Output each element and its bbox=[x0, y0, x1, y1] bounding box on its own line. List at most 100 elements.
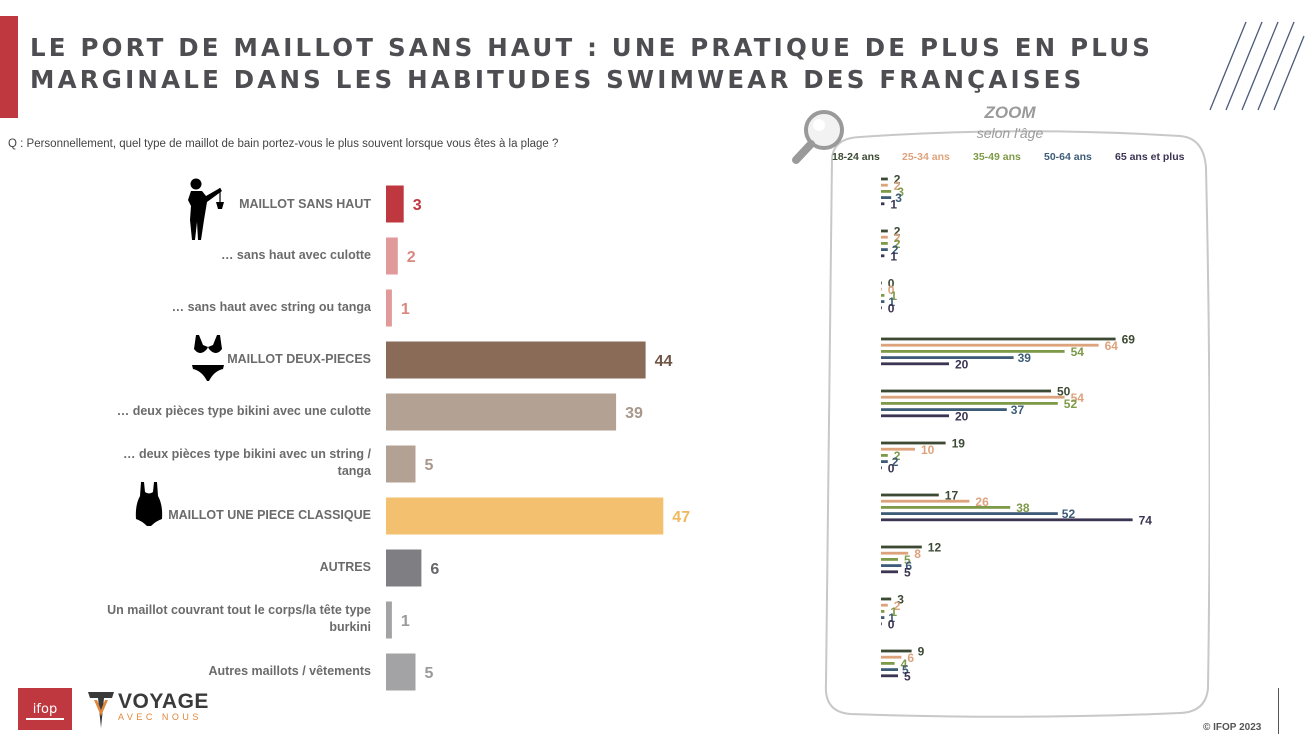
category-label: … deux pièces type bikini avec un string… bbox=[123, 447, 371, 478]
zoom-bar-value-label: 4 bbox=[901, 657, 908, 671]
zoom-bar-value-label: 50 bbox=[1057, 385, 1071, 399]
zoom-bar-value-label: 0 bbox=[888, 277, 895, 291]
zoom-panel-frame bbox=[824, 130, 1210, 718]
zoom-bar bbox=[881, 362, 949, 366]
zoom-bar bbox=[881, 202, 885, 206]
zoom-bar bbox=[881, 447, 915, 451]
zoom-bar-value-label: 2 bbox=[894, 179, 901, 193]
zoom-bar-value-label: 0 bbox=[888, 301, 895, 315]
voyage-logo-text: VOYAGE bbox=[118, 690, 209, 713]
bar-value-label: 44 bbox=[655, 353, 673, 370]
zoom-bar-value-label: 5 bbox=[902, 663, 909, 677]
category-label: MAILLOT UNE PIECE CLASSIQUE bbox=[168, 508, 371, 522]
zoom-bar-value-label: 1 bbox=[888, 611, 895, 625]
zoom-bar-value-label: 19 bbox=[952, 437, 966, 451]
zoom-bar bbox=[881, 466, 882, 470]
zoom-bar-value-label: 0 bbox=[888, 461, 895, 475]
zoom-bar-value-label: 1 bbox=[890, 605, 897, 619]
zoom-bar bbox=[881, 551, 909, 555]
zoom-bar bbox=[881, 454, 888, 457]
bar bbox=[386, 549, 422, 587]
zoom-bar bbox=[881, 356, 1014, 359]
zoom-bar bbox=[881, 183, 888, 187]
zoom-bar bbox=[881, 177, 888, 181]
zoom-bar bbox=[881, 518, 1133, 522]
zoom-bar bbox=[881, 674, 898, 678]
bar-value-label: 47 bbox=[672, 509, 690, 526]
zoom-bar-value-label: 20 bbox=[955, 357, 969, 371]
zoom-bar bbox=[881, 343, 1099, 347]
zoom-bar bbox=[881, 306, 882, 310]
category-label: AUTRES bbox=[319, 560, 371, 574]
zoom-bar bbox=[881, 564, 902, 567]
zoom-bar bbox=[881, 254, 885, 258]
zoom-bar-value-label: 20 bbox=[955, 409, 969, 423]
zoom-bar bbox=[881, 506, 1011, 509]
zoom-bar-value-label: 64 bbox=[1105, 339, 1119, 353]
bar-value-label: 3 bbox=[413, 197, 422, 214]
legend-item-50-64: 50-64 ans bbox=[1044, 151, 1092, 163]
category-label: … sans haut avec string ou tanga bbox=[171, 300, 371, 314]
zoom-bar bbox=[881, 558, 898, 561]
zoom-bar bbox=[881, 616, 885, 619]
zoom-bar-value-label: 2 bbox=[894, 173, 901, 187]
zoom-bar-value-label: 2 bbox=[892, 455, 899, 469]
zoom-bar bbox=[881, 441, 946, 445]
bar bbox=[386, 237, 398, 275]
zoom-bar-value-label: 2 bbox=[894, 599, 901, 613]
category-label: … deux pièces type bikini avec une culot… bbox=[116, 404, 371, 418]
zoom-bar bbox=[881, 499, 970, 503]
bar bbox=[386, 601, 392, 639]
zoom-bar bbox=[881, 248, 888, 251]
zoom-bar-value-label: 17 bbox=[945, 489, 959, 503]
bar bbox=[386, 393, 617, 431]
title-accent-bar bbox=[0, 16, 18, 118]
zoom-bar bbox=[881, 662, 895, 665]
zoom-bar bbox=[881, 603, 888, 607]
bar bbox=[386, 445, 416, 483]
zoom-bar bbox=[881, 622, 882, 626]
zoom-bar-value-label: 52 bbox=[1062, 507, 1076, 521]
zoom-bar-value-label: 2 bbox=[894, 449, 901, 463]
category-label: Autres maillots / vêtements bbox=[208, 664, 371, 678]
zoom-bar-value-label: 8 bbox=[914, 547, 921, 561]
voyage-logo-mark-icon bbox=[88, 692, 114, 728]
zoom-bar-value-label: 5 bbox=[904, 669, 911, 683]
zoom-title: ZOOM bbox=[984, 103, 1036, 122]
zoom-bar-value-label: 54 bbox=[1071, 345, 1085, 359]
zoom-bar-value-label: 1 bbox=[888, 295, 895, 309]
zoom-bar bbox=[881, 395, 1065, 399]
zoom-bar-value-label: 3 bbox=[897, 185, 904, 199]
zoom-bar bbox=[881, 235, 888, 239]
title-line-2: MARGINALE DANS LES HABITUDES SWIMWEAR DE… bbox=[30, 65, 1085, 94]
bar-value-label: 5 bbox=[425, 457, 434, 474]
zoom-bar-value-label: 6 bbox=[905, 559, 912, 573]
zoom-bar-value-label: 3 bbox=[895, 191, 902, 205]
zoom-subtitle: selon l'âge bbox=[976, 125, 1044, 141]
zoom-bar-value-label: 3 bbox=[897, 593, 904, 607]
category-label: MAILLOT DEUX-PIECES bbox=[227, 352, 371, 366]
zoom-bar bbox=[881, 242, 888, 245]
zoom-bar bbox=[881, 649, 912, 653]
zoom-bar bbox=[881, 460, 888, 463]
zoom-bar bbox=[881, 196, 892, 199]
zoom-bar bbox=[881, 570, 898, 574]
zoom-bar-value-label: 10 bbox=[921, 443, 935, 457]
zoom-bar bbox=[881, 350, 1065, 353]
magnifier-icon bbox=[792, 110, 844, 164]
zoom-bar-value-label: 26 bbox=[975, 495, 989, 509]
zoom-bar-value-label: 37 bbox=[1011, 403, 1025, 417]
category-label: Un maillot couvrant tout le corps/la têt… bbox=[107, 603, 371, 634]
zoom-bar bbox=[881, 493, 939, 497]
zoom-bar bbox=[881, 402, 1058, 405]
category-label: MAILLOT SANS HAUT bbox=[239, 197, 371, 211]
bar-value-label: 5 bbox=[425, 665, 434, 682]
zoom-bar-value-label: 5 bbox=[904, 553, 911, 567]
zoom-bar-value-label: 74 bbox=[1139, 513, 1153, 527]
zoom-bar bbox=[881, 655, 902, 659]
zoom-bar bbox=[881, 294, 885, 297]
zoom-bar-value-label: 1 bbox=[890, 289, 897, 303]
page-title: LE PORT DE MAILLOT SANS HAUT : UNE PRATI… bbox=[30, 32, 1180, 96]
bar-value-label: 1 bbox=[401, 613, 410, 630]
copyright-text: © IFOP 2023 bbox=[1203, 722, 1262, 733]
